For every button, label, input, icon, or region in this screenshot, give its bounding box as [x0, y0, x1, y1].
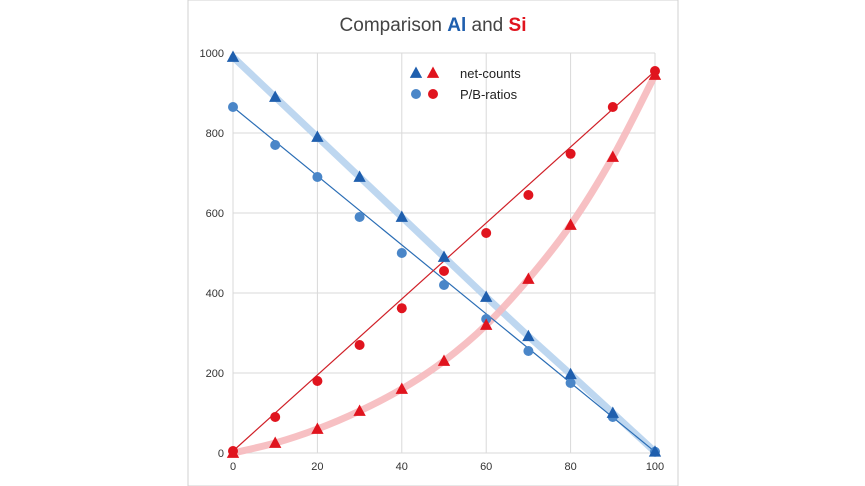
al-net-counts-point [648, 445, 662, 457]
al-pb-ratio-point [523, 346, 534, 356]
si-net-counts-point [648, 68, 662, 80]
si-pb-ratio-point [439, 266, 449, 276]
x-tick-label: 20 [311, 461, 323, 473]
al-net-counts-point [353, 170, 366, 182]
data-markers [226, 50, 662, 458]
al-pb-ratio-point [565, 378, 576, 388]
al-net-counts-point [311, 130, 324, 142]
legend-marker-si-circle [428, 89, 438, 99]
y-tick-label: 400 [206, 288, 224, 300]
si-net-counts-point [311, 422, 324, 434]
al-pb-ratio-point [270, 140, 281, 150]
si-pb-ratio-point [396, 303, 407, 314]
si-net-counts-point [480, 318, 493, 330]
y-tick-label: 1000 [200, 48, 224, 60]
si-pb-ratio-point [354, 340, 365, 350]
al-pb-ratio-point [396, 248, 407, 258]
si-net-counts-point [522, 272, 535, 284]
al-net-counts-point [226, 50, 240, 62]
grid [232, 52, 656, 454]
al-net-counts-point [395, 210, 408, 222]
si-net-counts-point [437, 354, 451, 366]
al-pb-ratio-line [232, 106, 656, 453]
legend-marker-si-triangle [426, 66, 440, 78]
al-net-counts-point [522, 329, 535, 342]
si-net-counts-point [395, 382, 408, 394]
si-pb-ratio-point [565, 148, 576, 159]
si-pb-ratio-point [481, 228, 492, 238]
title-element-si: Si [509, 15, 527, 36]
si-pb-ratio-point [523, 190, 534, 200]
si-pb-ratio-point [607, 102, 618, 112]
si-net-counts-point [353, 404, 366, 416]
si-net-counts-trend-band [229, 71, 659, 457]
y-tick-label: 0 [218, 448, 224, 460]
al-pb-ratio-point [312, 172, 323, 182]
al-net-counts-point [480, 290, 493, 302]
al-net-counts-point [606, 406, 619, 418]
x-tick-label: 0 [230, 461, 236, 473]
si-net-counts-point [564, 218, 577, 230]
y-tick-label: 600 [206, 208, 224, 220]
x-tick-label: 80 [564, 461, 576, 473]
al-pb-ratio-point [228, 102, 238, 112]
si-net-counts-point [269, 436, 282, 448]
legend-marker-al-circle [411, 89, 421, 99]
x-tick-label: 40 [396, 461, 408, 473]
legend-marker-al-triangle [409, 66, 423, 78]
chart-title: Comparison Al and Si [340, 15, 527, 36]
legend-label-pb-ratios: P/B-ratios [460, 87, 518, 102]
al-pb-ratio-point [439, 280, 449, 290]
si-net-counts-point [226, 446, 240, 458]
x-tick-label: 60 [480, 461, 492, 473]
al-net-counts-point [437, 250, 451, 262]
title-prefix: Comparison [340, 15, 448, 36]
al-net-counts-point [269, 90, 282, 102]
title-connector: and [472, 15, 509, 36]
y-tick-label: 800 [206, 128, 224, 140]
title-element-al: Al [447, 15, 466, 36]
y-tick-label: 200 [206, 368, 224, 380]
si-pb-ratio-point [312, 376, 323, 386]
legend-label-net-counts: net-counts [460, 66, 521, 81]
x-tick-label: 100 [646, 461, 664, 473]
legend: net-counts P/B-ratios [409, 66, 521, 102]
si-net-counts-point [606, 150, 619, 162]
al-pb-ratio-point [354, 212, 365, 222]
si-pb-ratio-point [270, 412, 281, 422]
al-net-counts-point [564, 367, 577, 380]
